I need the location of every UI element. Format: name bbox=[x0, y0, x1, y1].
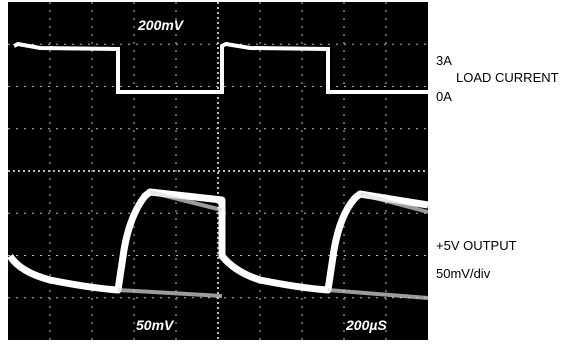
scope-capture: 200mV 50mV 200µS 3A LOAD CURRENT 0A +5V … bbox=[0, 0, 569, 346]
screen-label: 200µS bbox=[345, 317, 387, 333]
annotation: +5V OUTPUT bbox=[436, 238, 517, 253]
screen-label: 50mV bbox=[136, 317, 175, 333]
annotation: 0A bbox=[436, 89, 452, 104]
annotation: LOAD CURRENT bbox=[456, 70, 559, 85]
annotation: 3A bbox=[436, 53, 452, 68]
screen-label: 200mV bbox=[137, 17, 185, 33]
annotation: 50mV/div bbox=[436, 266, 491, 281]
